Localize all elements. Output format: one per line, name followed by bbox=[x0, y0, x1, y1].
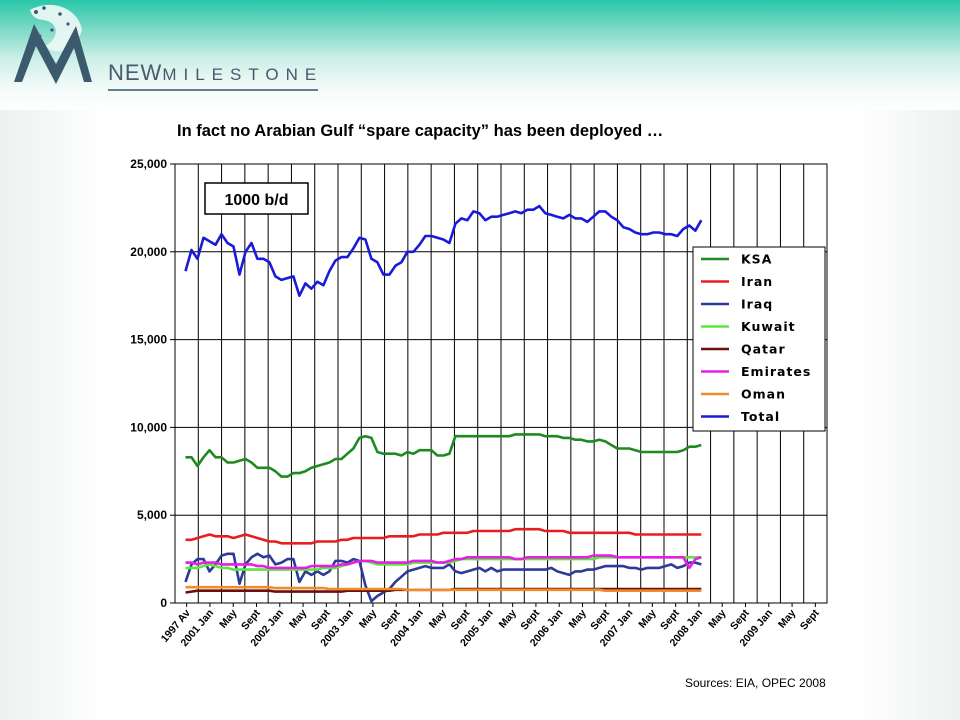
legend-label-ksa: KSA bbox=[741, 252, 772, 267]
series-line-ksa bbox=[185, 433, 702, 478]
series-line-iran bbox=[185, 527, 702, 545]
legend-label-kuwait: Kuwait bbox=[741, 319, 796, 334]
y-tick-label: 10,000 bbox=[130, 420, 167, 434]
unit-label: 1000 b/d bbox=[224, 192, 288, 209]
y-tick-label: 5,000 bbox=[137, 508, 167, 522]
series-line-iraq bbox=[184, 552, 702, 603]
legend-label-iran: Iran bbox=[741, 274, 773, 289]
brand-name: NEWMILESTONE bbox=[108, 60, 323, 86]
chart-panel: In fact no Arabian Gulf “spare capacity”… bbox=[107, 108, 853, 692]
legend-label-total: Total bbox=[741, 409, 780, 424]
x-tick-label: May bbox=[287, 607, 309, 630]
legend-label-oman: Oman bbox=[741, 387, 786, 402]
x-tick-label: Sept bbox=[798, 607, 822, 633]
brand-part-new: NEW bbox=[108, 60, 163, 85]
x-tick-label: May bbox=[776, 607, 798, 630]
unit-label-box bbox=[204, 182, 309, 215]
series-line-oman bbox=[185, 585, 702, 593]
legend-label-emirates: Emirates bbox=[741, 364, 811, 379]
series-line-total bbox=[184, 204, 703, 297]
legend-box bbox=[692, 246, 826, 432]
source-note: Sources: EIA, OPEC 2008 bbox=[685, 676, 826, 690]
x-tick-label: May bbox=[566, 607, 588, 630]
legend-label-qatar: Qatar bbox=[741, 342, 786, 357]
x-tick-label: May bbox=[706, 607, 728, 630]
chart-title: In fact no Arabian Gulf “spare capacity”… bbox=[177, 122, 664, 140]
x-tick-label: May bbox=[427, 607, 449, 630]
legend-label-iraq: Iraq bbox=[741, 297, 773, 312]
x-tick-label: May bbox=[357, 607, 379, 630]
x-tick-label: May bbox=[497, 607, 519, 630]
series-line-emirates bbox=[185, 554, 702, 570]
brand-part-milestone: MILESTONE bbox=[162, 65, 324, 84]
brand-underline bbox=[108, 89, 318, 91]
y-tick-label: 0 bbox=[160, 596, 167, 610]
y-tick-label: 20,000 bbox=[130, 245, 167, 259]
x-tick-label: May bbox=[636, 607, 658, 630]
x-tick-label: May bbox=[217, 607, 239, 630]
plot-area-border bbox=[174, 163, 828, 604]
new-milestone-logo-icon bbox=[14, 4, 92, 84]
y-tick-label: 15,000 bbox=[130, 333, 167, 347]
y-tick-label: 25,000 bbox=[130, 157, 167, 171]
header-band bbox=[0, 0, 960, 110]
